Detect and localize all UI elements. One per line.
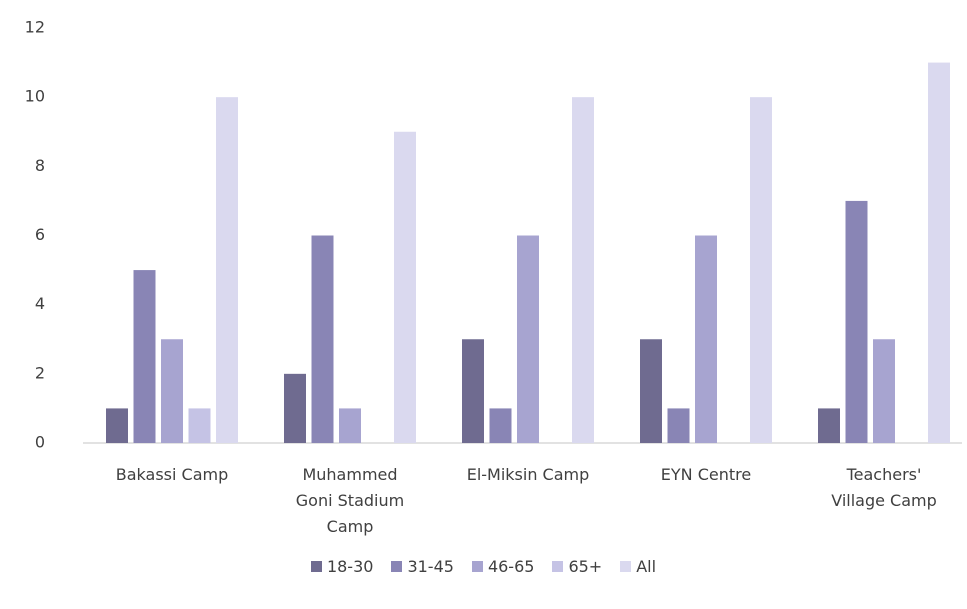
y-tick-label: 6 (35, 225, 45, 244)
legend-label: All (636, 557, 657, 576)
legend-item: 31-45 (391, 557, 454, 576)
legend-item: 46-65 (471, 557, 535, 576)
legend-item: 65+ (552, 557, 602, 576)
legend-label: 65+ (568, 557, 603, 576)
legend-swatch (620, 561, 632, 572)
bar (667, 408, 690, 443)
y-tick-label: 4 (35, 294, 45, 313)
x-tick-label: Bakassi Camp (115, 465, 229, 484)
legend-label: 31-45 (407, 557, 454, 576)
y-tick-label: 12 (25, 18, 45, 37)
bar (750, 97, 772, 444)
bar (818, 408, 840, 443)
y-tick-label: 8 (35, 156, 45, 175)
x-tick-label: EYN Centre (660, 465, 752, 484)
x-tick-label: Muhammed Goni Stadium Camp (295, 465, 405, 536)
y-tick-label: 0 (35, 433, 45, 452)
legend-item: 18-30 (310, 557, 374, 576)
bar (394, 131, 416, 443)
legend-swatch (310, 561, 322, 572)
bar (106, 408, 128, 443)
bar (188, 408, 211, 443)
bar (339, 408, 361, 443)
bar (873, 339, 895, 443)
bar (489, 408, 512, 443)
bar (517, 235, 539, 443)
legend-label: 18-30 (326, 557, 374, 576)
bar (462, 339, 484, 443)
bar (161, 339, 183, 443)
x-tick-label: Teachers' Village Camp (831, 465, 937, 510)
legend-swatch (391, 561, 403, 572)
x-tick-label: El-Miksin Camp (466, 465, 590, 484)
bar (572, 97, 594, 444)
bar (311, 235, 334, 443)
bar (284, 373, 306, 443)
legend-swatch (552, 561, 564, 572)
bar (928, 62, 950, 443)
legend-item: All (620, 557, 656, 576)
bar (695, 235, 717, 443)
bar (133, 270, 156, 443)
bar (640, 339, 662, 443)
bar (216, 97, 238, 444)
legend-swatch (471, 561, 483, 572)
bar (845, 200, 868, 443)
legend: 18-30 31-45 46-65 65+ All (0, 557, 967, 576)
y-tick-label: 10 (25, 87, 45, 106)
y-tick-label: 2 (35, 363, 45, 382)
legend-label: 46-65 (487, 557, 535, 576)
